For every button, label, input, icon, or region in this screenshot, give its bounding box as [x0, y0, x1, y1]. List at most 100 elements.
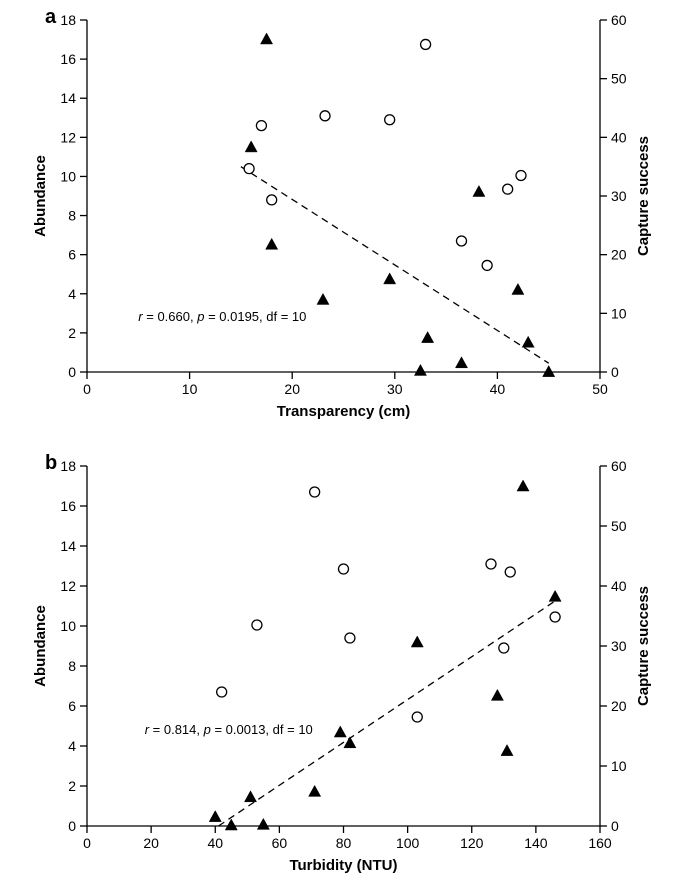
y-right-tick-label: 50: [611, 518, 627, 534]
y-left-tick-label: 4: [68, 286, 76, 302]
open-circle-marker: [421, 39, 431, 49]
triangle-marker: [334, 726, 346, 737]
y-left-tick-label: 4: [68, 738, 76, 754]
x-tick-label: 40: [207, 835, 223, 851]
y-left-tick-label: 8: [68, 208, 76, 224]
y-right-tick-label: 30: [611, 188, 627, 204]
open-circle-marker: [310, 487, 320, 497]
open-circle-marker: [412, 712, 422, 722]
y-left-axis-title: Abundance: [32, 155, 49, 237]
open-circle-marker: [385, 115, 395, 125]
stats-annotation: r = 0.660, p = 0.0195, df = 10: [138, 309, 306, 324]
x-axis-title: Turbidity (NTU): [289, 857, 397, 874]
triangle-marker: [422, 332, 434, 343]
y-left-tick-label: 16: [60, 51, 76, 67]
y-left-tick-label: 12: [60, 578, 76, 594]
open-circle-marker: [320, 111, 330, 121]
x-tick-label: 80: [336, 835, 352, 851]
y-right-tick-label: 60: [611, 12, 627, 28]
x-tick-label: 20: [284, 381, 300, 397]
x-tick-label: 160: [588, 835, 612, 851]
triangle-marker: [317, 293, 329, 304]
x-tick-label: 60: [272, 835, 288, 851]
open-circle-marker: [503, 184, 513, 194]
y-right-tick-label: 40: [611, 578, 627, 594]
x-tick-label: 0: [83, 835, 91, 851]
x-tick-label: 20: [143, 835, 159, 851]
y-right-tick-label: 60: [611, 458, 627, 474]
y-left-tick-label: 18: [60, 458, 76, 474]
open-circle-marker: [516, 170, 526, 180]
y-left-tick-label: 2: [68, 778, 76, 794]
panel-b-chart: 0204060801001201401600246810121416180102…: [0, 446, 685, 892]
y-left-tick-label: 6: [68, 698, 76, 714]
y-right-tick-label: 30: [611, 638, 627, 654]
triangle-marker: [245, 141, 257, 152]
open-circle-marker: [550, 612, 560, 622]
triangle-marker: [266, 238, 278, 249]
x-tick-label: 140: [524, 835, 548, 851]
y-right-tick-label: 10: [611, 305, 627, 321]
triangle-marker: [455, 357, 467, 368]
triangle-marker: [384, 273, 396, 284]
open-circle-marker: [486, 559, 496, 569]
y-right-axis-title: Capture success: [635, 136, 652, 256]
open-circle-marker: [345, 633, 355, 643]
triangle-marker: [549, 590, 561, 601]
y-left-tick-label: 10: [60, 168, 76, 184]
open-circle-marker: [256, 121, 266, 131]
y-left-tick-label: 16: [60, 498, 76, 514]
x-tick-label: 120: [460, 835, 484, 851]
triangle-marker: [344, 737, 356, 748]
figure-page: { "panel_a": { "label": "a", "type": "sc…: [0, 0, 685, 892]
x-tick-label: 100: [396, 835, 420, 851]
x-tick-label: 30: [387, 381, 403, 397]
stats-annotation: r = 0.814, p = 0.0013, df = 10: [145, 722, 313, 737]
y-left-tick-label: 12: [60, 129, 76, 145]
triangle-marker: [309, 785, 321, 796]
y-left-tick-label: 18: [60, 12, 76, 28]
y-right-axis-title: Capture success: [635, 586, 652, 706]
triangle-marker: [501, 745, 513, 756]
y-left-axis-title: Abundance: [32, 605, 49, 687]
open-circle-marker: [244, 164, 254, 174]
triangle-marker: [414, 364, 426, 375]
open-circle-marker: [482, 260, 492, 270]
open-circle-marker: [339, 564, 349, 574]
x-tick-label: 40: [490, 381, 506, 397]
triangle-marker: [491, 689, 503, 700]
y-left-tick-label: 14: [60, 538, 76, 554]
x-tick-label: 50: [592, 381, 608, 397]
y-right-tick-label: 20: [611, 698, 627, 714]
triangle-marker: [522, 336, 534, 347]
y-right-tick-label: 40: [611, 129, 627, 145]
triangle-marker: [209, 811, 221, 822]
trend-line: [241, 167, 549, 364]
y-left-tick-label: 2: [68, 325, 76, 341]
triangle-marker: [257, 818, 269, 829]
open-circle-marker: [217, 687, 227, 697]
open-circle-marker: [499, 643, 509, 653]
y-left-tick-label: 10: [60, 618, 76, 634]
triangle-marker: [512, 283, 524, 294]
y-right-tick-label: 20: [611, 247, 627, 263]
y-left-tick-label: 8: [68, 658, 76, 674]
x-axis-title: Transparency (cm): [277, 403, 410, 420]
y-left-tick-label: 0: [68, 364, 76, 380]
open-circle-marker: [505, 567, 515, 577]
triangle-marker: [261, 33, 273, 44]
x-tick-label: 0: [83, 381, 91, 397]
y-right-tick-label: 0: [611, 364, 619, 380]
y-right-tick-label: 10: [611, 758, 627, 774]
triangle-marker: [411, 636, 423, 647]
y-right-tick-label: 50: [611, 71, 627, 87]
y-left-tick-label: 14: [60, 90, 76, 106]
y-left-tick-label: 6: [68, 247, 76, 263]
y-left-tick-label: 0: [68, 818, 76, 834]
trend-line: [218, 601, 555, 826]
panel-a-chart: 010203040500246810121416180102030405060T…: [0, 0, 685, 430]
triangle-marker: [517, 480, 529, 491]
triangle-marker: [244, 791, 256, 802]
triangle-marker: [225, 819, 237, 830]
open-circle-marker: [252, 620, 262, 630]
